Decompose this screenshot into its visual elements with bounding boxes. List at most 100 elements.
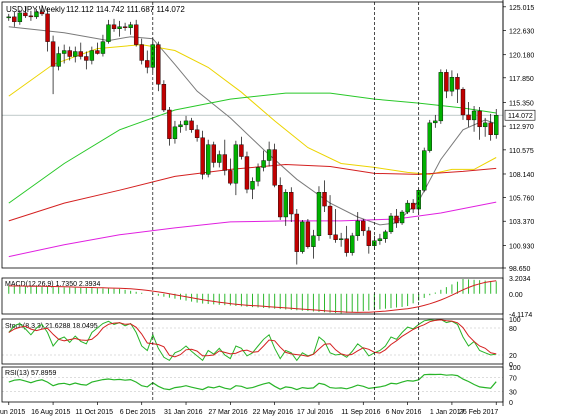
candle-body: [167, 109, 172, 139]
candle-body: [471, 110, 477, 121]
candle-body: [50, 41, 56, 67]
candle-body: [34, 11, 39, 18]
date-tick-label: 26 Feb 2017: [459, 409, 498, 416]
candle-body: [272, 149, 277, 186]
candle-body: [39, 11, 45, 15]
candle-body: [305, 221, 311, 247]
stoch-d-line: [8, 319, 497, 358]
moving-average-line: [8, 201, 497, 258]
stochastic-panel[interactable]: Stoch(8,3,3) 21.6288 18.0495 100 80 20 0: [2, 317, 521, 369]
price-panel[interactable]: 125.015 122.630 120.180 117.850 115.350 112.9…: [2, 5, 536, 273]
candle-body: [388, 215, 394, 233]
candle-body: [300, 221, 305, 252]
candle-body: [244, 156, 250, 190]
candle-body: [494, 115, 499, 135]
rsi-tick-label: 70: [509, 376, 517, 383]
candle-body: [106, 24, 111, 42]
price-tick-label: 103.370: [509, 219, 534, 226]
macd-signal-line: [8, 280, 497, 313]
candle-body: [350, 235, 355, 253]
candle-body: [433, 120, 438, 124]
moving-average-line: [8, 26, 497, 226]
candle-body: [12, 16, 17, 23]
candle-body: [45, 13, 50, 42]
candle-body: [482, 122, 488, 128]
date-tick-label: 1 Jan 2017: [430, 409, 465, 416]
candle-body: [84, 56, 89, 61]
candle-body: [377, 238, 383, 241]
candle-body: [128, 24, 133, 28]
date-tick-label: 11 Oct 2015: [75, 409, 113, 416]
candle-body: [178, 124, 183, 128]
chart-header: USDJPY,Weekly 112.112 114.742 111.687 11…: [6, 5, 185, 14]
macd-tick-label: 0.00: [509, 292, 523, 299]
candle-body: [449, 77, 455, 92]
candle-body: [183, 120, 189, 126]
date-tick-label: 21 Jun 2015: [0, 409, 25, 416]
price-tick-label: 105.760: [509, 196, 534, 203]
candle-body: [233, 144, 239, 184]
candle-body: [327, 205, 333, 236]
candle-body: [422, 150, 427, 191]
macd-panel[interactable]: MACD(12,26,9) 1.7350 2.3934 3.2034 0.00 -4.…: [5, 276, 532, 319]
candle-body: [266, 149, 272, 161]
macd-tick-label: -4.1174: [509, 312, 532, 319]
price-tick-label: 112.970: [509, 124, 534, 131]
candle-body: [78, 51, 83, 57]
candle-body: [383, 231, 388, 239]
candle-body: [145, 60, 150, 68]
moving-average-line: [8, 44, 497, 175]
rsi-tick-label: 30: [509, 390, 517, 397]
candle-body: [316, 192, 322, 237]
stoch-tick-label: 20: [509, 353, 517, 360]
macd-label: MACD(12,26,9) 1.7350 2.3934: [5, 281, 100, 288]
candle-body: [427, 122, 432, 151]
candle-body: [73, 51, 78, 57]
candle-body: [277, 185, 283, 218]
candle-body: [194, 129, 200, 138]
candle-body: [289, 192, 294, 215]
candle-body: [355, 220, 360, 237]
candle-body: [56, 53, 61, 67]
candle-body: [250, 181, 255, 190]
price-tick-label: 98.650: [509, 266, 531, 273]
date-tick-label: 11 Sep 2016: [341, 409, 380, 416]
candle-body: [366, 230, 372, 246]
candle-body: [23, 12, 28, 17]
candle-body: [95, 50, 100, 54]
price-tick-label: 125.015: [509, 5, 534, 12]
date-tick-label: 6 Nov 2016: [386, 409, 422, 416]
price-tick-label: 117.850: [509, 76, 534, 83]
candle-body: [6, 16, 11, 19]
candle-body: [139, 44, 144, 61]
candle-body: [200, 137, 205, 175]
candle-body: [477, 110, 482, 128]
candle-body: [466, 114, 471, 121]
candle-body: [205, 144, 211, 175]
candle-body: [261, 160, 266, 168]
candle-body: [133, 24, 139, 45]
candle-body: [89, 50, 95, 61]
candle-body: [228, 170, 233, 184]
candle-body: [333, 234, 338, 240]
candle-body: [117, 26, 122, 29]
rsi-tick-label: 0: [509, 400, 513, 407]
price-tick-label: 122.630: [509, 28, 534, 35]
price-tick-label: 115.350: [509, 101, 534, 108]
rsi-panel[interactable]: RSI(13) 57.8959 100 70 30 0: [2, 365, 521, 407]
candle-body: [344, 238, 349, 253]
candle-body: [156, 44, 161, 85]
price-tick-label: 110.575: [509, 148, 534, 155]
candle-body: [311, 235, 316, 247]
stoch-tick-label: 80: [509, 326, 517, 333]
candle-body: [28, 15, 34, 18]
price-tick-label: 108.140: [509, 172, 534, 179]
candle-body: [111, 24, 117, 29]
ohlc-values: 112.112 114.742 111.687 114.072: [66, 5, 185, 14]
candle-body: [211, 144, 216, 163]
date-tick-label: 16 Aug 2015: [31, 409, 70, 416]
current-price-label: 114.072: [508, 113, 533, 120]
candle-body: [61, 50, 67, 54]
symbol-title: USDJPY,Weekly: [6, 5, 65, 14]
